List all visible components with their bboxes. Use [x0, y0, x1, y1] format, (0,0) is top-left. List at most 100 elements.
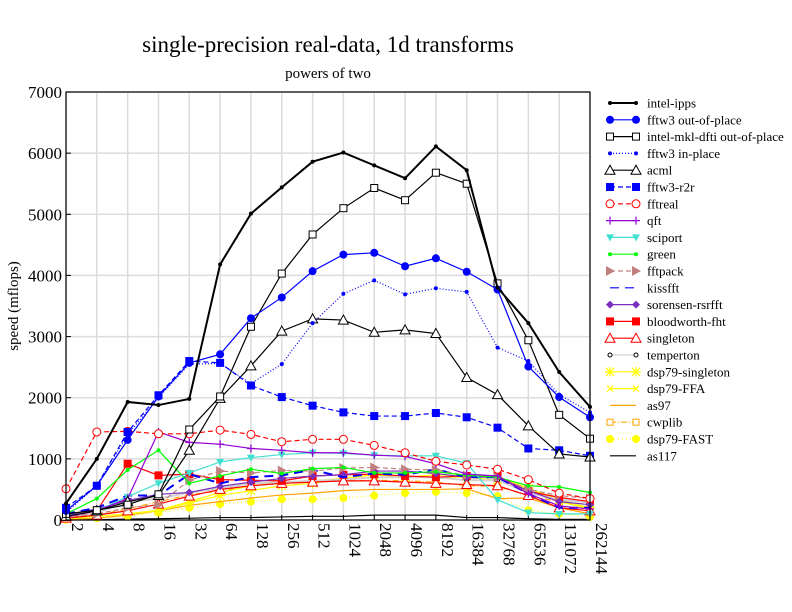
data-point-marker — [370, 462, 380, 473]
data-point-marker — [493, 423, 502, 432]
legend-item-intel-ipps: intel-ipps — [608, 96, 696, 111]
series-line-intel-ipps — [65, 145, 591, 505]
x-tick-label: 8192 — [438, 523, 457, 557]
legend-label: bloodworth-fht — [647, 314, 726, 329]
data-point-marker — [431, 409, 440, 417]
x-tick-label: 256 — [284, 523, 303, 549]
data-point-marker — [216, 482, 225, 491]
y-tick-label: 7000 — [28, 83, 62, 102]
x-tick-label: 131072 — [561, 523, 580, 574]
data-point-marker — [554, 488, 564, 498]
data-point-marker — [277, 495, 286, 504]
legend-label: sorensen-rsrfft — [647, 297, 723, 312]
data-point-marker — [156, 403, 161, 408]
data-point-marker — [401, 464, 411, 475]
x-tick-label: 1024 — [345, 523, 364, 558]
data-point-marker — [403, 470, 408, 475]
legend-marker — [606, 115, 614, 124]
data-point-marker — [495, 285, 500, 290]
y-tick-label: 3000 — [28, 328, 62, 347]
legend-label: green — [647, 247, 676, 262]
legend-marker — [632, 435, 640, 443]
x-tick-label: 64 — [222, 523, 241, 541]
legend-label: qft — [647, 213, 662, 228]
legend-marker — [632, 234, 640, 242]
x-axis-ticks: 2 4 8 16 32 64 128 256 512 1024 2048 4096 8192 16384 3… — [65, 515, 611, 575]
data-point-marker — [308, 230, 317, 239]
legend-item-fftreal: fftreal — [605, 196, 679, 211]
data-point-marker — [248, 467, 253, 472]
data-point-marker — [277, 269, 286, 278]
legend-label: acml — [647, 163, 673, 178]
data-point-marker — [153, 505, 164, 516]
legend-item-as117: as117 — [610, 448, 677, 463]
data-point-marker — [183, 444, 196, 455]
data-point-marker — [184, 497, 195, 508]
legend-marker — [634, 252, 638, 257]
data-point-marker — [399, 476, 411, 487]
data-point-marker — [308, 495, 317, 504]
data-point-marker — [339, 448, 348, 457]
legend-label: cwplib — [647, 415, 682, 430]
x-tick-label: 4 — [99, 523, 118, 532]
legend-marker — [632, 132, 640, 141]
data-point-marker — [341, 465, 346, 470]
legend-item-singleton: singleton — [604, 331, 695, 346]
legend-label: intel-mkl-dfti out-of-place — [647, 129, 784, 144]
chart-subtitle: powers of two — [285, 66, 371, 82]
legend-item-fftw3-out-of-place: fftw3 out-of-place — [606, 112, 742, 127]
data-point-marker — [154, 392, 163, 401]
legend-label: fftw3 out-of-place — [647, 112, 742, 127]
data-point-marker — [430, 327, 442, 339]
legend-marker — [630, 164, 642, 175]
data-point-marker — [279, 185, 284, 190]
data-point-marker — [218, 473, 223, 478]
data-point-marker — [337, 474, 350, 486]
data-point-marker — [339, 493, 348, 502]
data-point-marker — [491, 388, 504, 400]
data-point-marker — [493, 496, 502, 504]
legend-label: as97 — [647, 398, 671, 413]
data-point-marker — [279, 362, 284, 367]
data-point-marker — [403, 292, 408, 297]
data-point-marker — [306, 476, 319, 487]
data-point-marker — [185, 469, 194, 477]
legend-marker — [608, 151, 612, 156]
data-point-marker — [308, 448, 317, 457]
y-axis-label: speed (mflops) — [6, 261, 22, 351]
data-point-marker — [370, 183, 379, 192]
data-point-marker — [308, 434, 318, 444]
data-point-marker — [125, 432, 130, 437]
series-as117 — [65, 514, 590, 521]
series-line-sorensen-rsrfft — [65, 470, 591, 516]
data-point-marker — [248, 381, 253, 386]
legend-label: dsp79-FFA — [647, 381, 706, 396]
data-point-marker — [430, 477, 442, 488]
legend-marker — [605, 366, 615, 377]
x-tick-label: 512 — [315, 523, 334, 549]
series-line-qft — [65, 431, 591, 518]
series-line-fftw3-out-of-place — [65, 252, 591, 512]
x-tick-label: 16 — [160, 523, 179, 540]
series-line-as117 — [65, 514, 590, 521]
legend-marker — [632, 317, 640, 326]
data-point-marker — [154, 471, 163, 480]
data-point-marker — [555, 501, 564, 510]
data-point-marker — [246, 454, 255, 462]
legend-marker — [606, 300, 614, 309]
chart-title: single-precision real-data, 1d transform… — [142, 32, 514, 57]
data-point-marker — [400, 448, 410, 458]
data-point-marker — [523, 475, 533, 485]
data-point-marker — [339, 204, 348, 213]
data-point-marker — [495, 345, 500, 350]
data-point-marker — [154, 490, 163, 499]
data-point-marker — [401, 262, 410, 271]
data-point-marker — [524, 509, 533, 517]
series-line-as97 — [65, 488, 591, 520]
data-point-marker — [185, 425, 194, 434]
legend-marker — [632, 300, 640, 309]
data-point-marker — [372, 470, 377, 475]
legend-item-green: green — [608, 247, 676, 262]
legend-item-fftw3-r2r: fftw3-r2r — [606, 180, 695, 195]
data-point-marker — [401, 412, 410, 421]
